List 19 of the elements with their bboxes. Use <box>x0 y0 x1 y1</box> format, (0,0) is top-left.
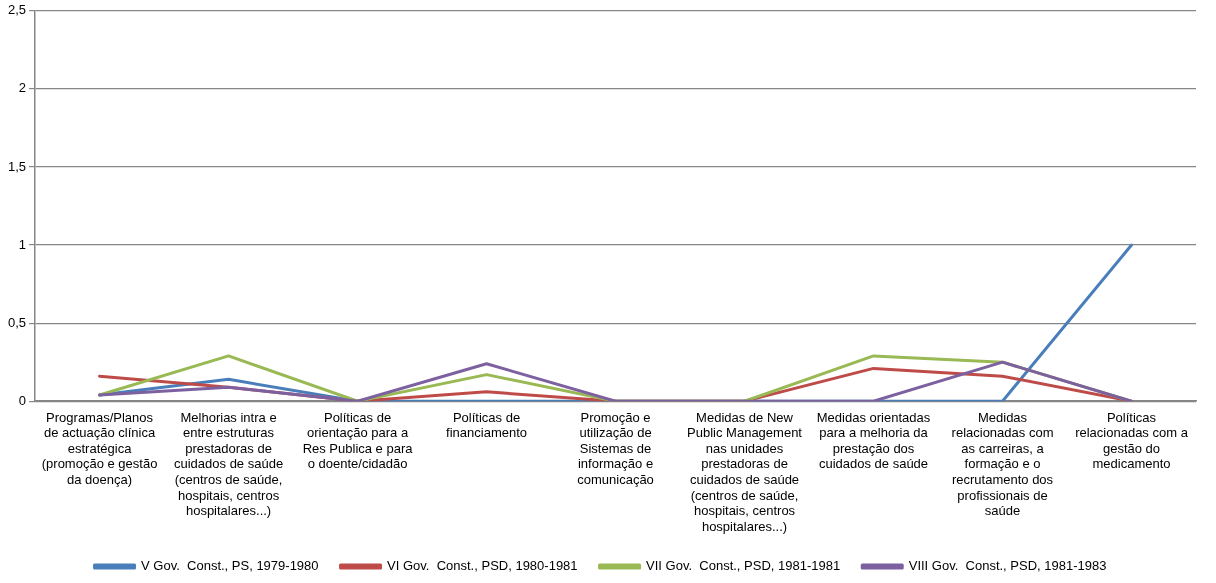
y-tick-label: 0,5 <box>7 314 27 330</box>
x-tick-label: Políticas relacionadas com a gestão do medicamento <box>1075 409 1189 472</box>
legend-label: VII Gov. Const., PSD, 1981-1981 <box>646 558 841 574</box>
y-tick-label: 2,5 <box>7 2 27 18</box>
legend-label: VI Gov. Const., PSD, 1980-1981 <box>387 558 578 574</box>
x-tick-label: Políticas de orientação para a Res Publica e para o doente/cidadão <box>302 409 414 472</box>
x-tick-label: Medidas orientadas para a melhoria da prestação dos cuidados de saúde <box>816 409 931 472</box>
legend-label: V Gov. Const., PS, 1979-1980 <box>141 558 319 574</box>
y-tick-label: 1,5 <box>7 158 27 174</box>
y-tick-label: 1 <box>18 236 27 252</box>
x-tick-label: Medidas relacionadas com as carreiras, a formação e o recrutamento dos profissionais de saúde <box>951 409 1054 519</box>
x-tick-label: Medidas de New Public Management nas unidades prestadoras de cuidados de saúde (centros de saúde, hospitais, centros hospitalares...) <box>687 409 803 534</box>
y-tick-label: 2 <box>18 80 27 96</box>
x-tick-label: Melhorias intra e entre estruturas prestadoras de cuidados de saúde (centros de saúde, hospitais, centros hospitalares...) <box>173 409 284 519</box>
x-tick-label: Promoção e utilização de Sistemas de informação e comunicação <box>577 409 654 487</box>
y-tick-label: 0 <box>18 392 27 408</box>
legend-label: VIII Gov. Const., PSD, 1981-1983 <box>908 558 1107 574</box>
x-tick-label: Políticas de financiamento <box>446 409 528 441</box>
x-tick-label: Programas/Planos de actuação clínica estratégica (promoção e gestão da doença) <box>41 409 158 487</box>
